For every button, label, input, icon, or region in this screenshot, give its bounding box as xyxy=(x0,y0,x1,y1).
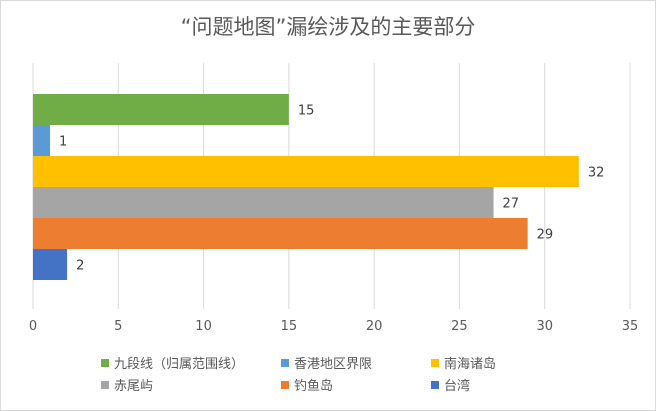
legend-label: 台湾 xyxy=(444,379,471,394)
bar-5 xyxy=(33,249,68,280)
legend-item: 香港地区界限 xyxy=(281,353,372,372)
bar-3 xyxy=(33,187,494,218)
bar-0 xyxy=(33,94,289,125)
legend-swatch xyxy=(101,380,109,389)
bar-2 xyxy=(33,156,579,187)
data-label: 29 xyxy=(537,228,554,243)
data-label: 1 xyxy=(59,135,67,150)
legend-swatch xyxy=(431,380,439,389)
legend-swatch xyxy=(281,358,289,367)
x-tick-label: 5 xyxy=(114,319,122,334)
legend-label: 钓鱼岛 xyxy=(294,379,334,394)
x-tick-label: 0 xyxy=(29,319,37,334)
legend-label: 九段线（归属范围线） xyxy=(114,357,245,372)
x-tick-label: 25 xyxy=(451,319,468,334)
legend-item: 台湾 xyxy=(431,375,470,394)
legend-item: 南海诸岛 xyxy=(431,353,496,372)
data-label: 27 xyxy=(503,197,520,212)
x-tick-label: 15 xyxy=(281,319,298,334)
legend-label: 南海诸岛 xyxy=(444,357,497,372)
x-tick-label: 30 xyxy=(536,319,553,334)
x-tick-label: 20 xyxy=(366,319,383,334)
legend-item: 赤尾屿 xyxy=(101,375,153,394)
legend-item: 钓鱼岛 xyxy=(281,375,333,394)
legend-swatch xyxy=(431,358,439,367)
data-label: 15 xyxy=(298,104,315,119)
legend-label: 香港地区界限 xyxy=(294,357,373,372)
x-tick-label: 10 xyxy=(195,319,212,334)
legend-swatch xyxy=(281,380,289,389)
legend-item: 九段线（归属范围线） xyxy=(101,353,244,372)
data-label: 32 xyxy=(588,166,605,181)
bar-1 xyxy=(33,125,51,156)
chart-title: “问题地图”漏绘涉及的主要部分 xyxy=(180,15,476,39)
legend-swatch xyxy=(101,358,109,367)
data-label: 2 xyxy=(76,259,84,274)
x-tick-label: 35 xyxy=(622,319,639,334)
legend-label: 赤尾屿 xyxy=(114,379,154,394)
bar-4 xyxy=(33,218,528,249)
